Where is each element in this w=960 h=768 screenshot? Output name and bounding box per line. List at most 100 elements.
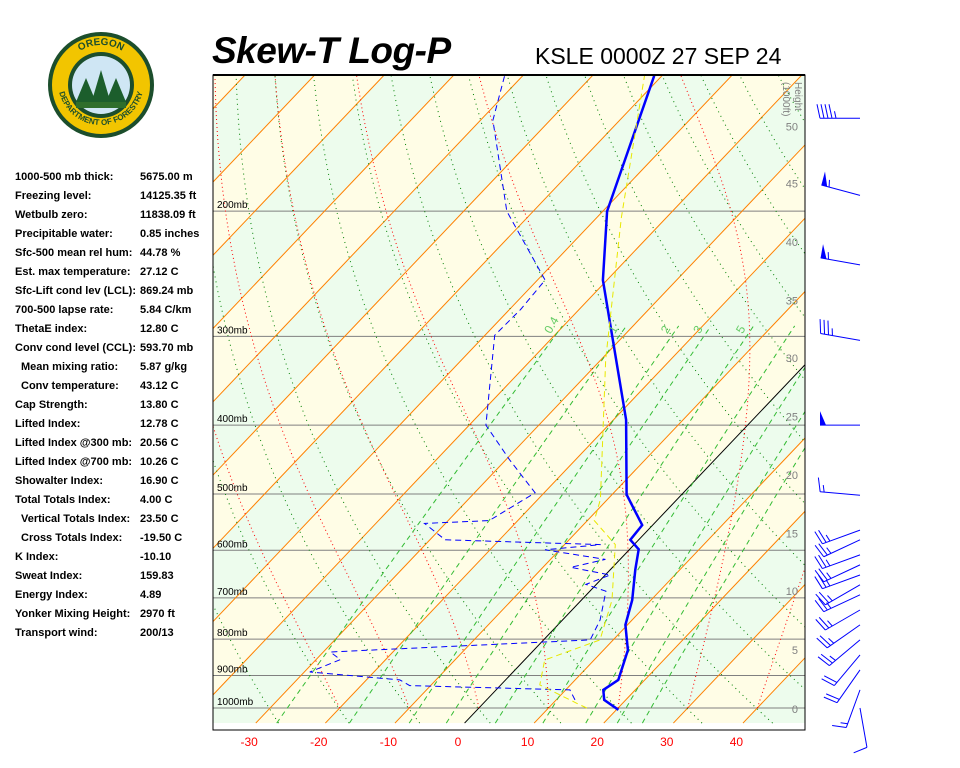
isotherm bbox=[213, 75, 525, 403]
isotherm bbox=[213, 75, 594, 476]
isotherm bbox=[882, 53, 960, 723]
stat-row: ThetaE index: 12.80 C bbox=[15, 320, 215, 339]
wind-barb-full bbox=[828, 104, 833, 119]
height-tick-label: 50 bbox=[786, 121, 798, 133]
wind-barb-full bbox=[827, 320, 829, 335]
wind-barb-staff bbox=[859, 707, 868, 748]
wind-barb-staff bbox=[822, 554, 861, 570]
stat-label: K Index: bbox=[15, 551, 59, 563]
stat-row: Sfc-Lift cond lev (LCL): 869.24 mb bbox=[15, 282, 215, 301]
stat-label: 700-500 lapse rate: bbox=[15, 304, 114, 316]
wind-barb-full bbox=[818, 554, 827, 568]
stat-label: Conv cond level (CCL): bbox=[15, 342, 137, 354]
stat-label: Lifted Index @300 mb: bbox=[15, 437, 133, 449]
stat-value: 5.84 C/km bbox=[140, 304, 192, 316]
dewpoint-line bbox=[309, 75, 612, 701]
stat-value: -10.10 bbox=[140, 551, 172, 563]
wind-barb-full bbox=[814, 556, 823, 569]
stat-row: Lifted Index @300 mb: 20.56 C bbox=[15, 434, 215, 453]
stat-row: Cross Totals Index: -19.50 C bbox=[15, 529, 215, 548]
isobar-label: 1000mb bbox=[217, 697, 254, 708]
wind-barb-full bbox=[817, 656, 830, 666]
stat-value: 869.24 mb bbox=[140, 285, 194, 297]
isotherm bbox=[213, 75, 316, 183]
stat-value: 23.50 C bbox=[140, 513, 179, 525]
wind-barb-half bbox=[825, 559, 831, 567]
isobar-label: 600mb bbox=[217, 539, 248, 550]
stat-label: ThetaE index: bbox=[15, 323, 88, 335]
isotherm bbox=[603, 510, 805, 724]
dry-adiabat bbox=[429, 75, 805, 690]
wind-barb bbox=[814, 574, 861, 590]
dry-adiabat bbox=[622, 75, 805, 381]
stat-row: Precipitable water: 0.85 inches bbox=[15, 225, 215, 244]
wind-barb-half bbox=[828, 638, 835, 644]
stat-row: K Index: -10.10 bbox=[15, 548, 215, 567]
wind-barb-half bbox=[822, 484, 825, 493]
wind-barb-staff bbox=[823, 564, 861, 583]
height-tick-label: 20 bbox=[786, 470, 798, 482]
isobar-label: 400mb bbox=[217, 414, 248, 425]
station-time-label: KSLE 0000Z 27 SEP 24 bbox=[535, 43, 782, 69]
wind-barb bbox=[814, 539, 861, 558]
dry-adiabat bbox=[274, 75, 562, 724]
stat-label: Precipitable water: bbox=[15, 228, 113, 240]
stat-row: Sfc-500 mean rel hum: 44.78 % bbox=[15, 244, 215, 263]
isotherm bbox=[213, 75, 385, 256]
isotherm-band bbox=[213, 75, 315, 183]
x-tick-label: -10 bbox=[380, 735, 398, 749]
stat-value: 5.87 g/kg bbox=[140, 361, 188, 373]
stat-row: Sweat Index: 159.83 bbox=[15, 567, 215, 586]
isotherm-band bbox=[0, 53, 196, 723]
stat-value: 10.26 C bbox=[140, 456, 179, 468]
wind-barb-staff bbox=[821, 184, 861, 196]
oregon-department-of-forestry-logo: OREGON DEPARTMENT OF FORESTRY bbox=[46, 30, 156, 145]
stat-value: 44.78 % bbox=[140, 247, 181, 259]
stat-row: Conv temperature: 43.12 C bbox=[15, 377, 215, 396]
stat-label: Sweat Index: bbox=[15, 570, 83, 582]
stat-row: Yonker Mixing Height: 2970 ft bbox=[15, 605, 215, 624]
stat-label: Yonker Mixing Height: bbox=[15, 608, 131, 620]
height-axis-units: (1000ft) bbox=[780, 82, 791, 116]
wind-barb-full bbox=[818, 574, 827, 588]
wind-barb-half bbox=[827, 595, 833, 602]
wind-barb-staff bbox=[829, 639, 861, 666]
wind-barb-half bbox=[825, 534, 831, 542]
wind-barb-full bbox=[817, 477, 821, 492]
stat-row: Transport wind: 200/13 bbox=[15, 624, 215, 643]
isotherm bbox=[325, 217, 805, 724]
wind-barb-half bbox=[829, 655, 836, 661]
height-axis-title: Height bbox=[792, 82, 803, 111]
wind-barb bbox=[816, 624, 861, 649]
stat-value: 27.12 C bbox=[140, 266, 179, 278]
isotherm bbox=[213, 75, 455, 330]
stat-value: 159.83 bbox=[140, 570, 174, 582]
stat-label: Showalter Index: bbox=[15, 475, 104, 487]
stat-value: 0.85 inches bbox=[140, 228, 200, 240]
wind-barb bbox=[816, 104, 860, 119]
wind-barb-pennant bbox=[820, 411, 826, 426]
wind-barb-staff bbox=[820, 257, 861, 266]
stat-row: Mean mixing ratio: 5.87 g/kg bbox=[15, 358, 215, 377]
isotherm bbox=[0, 53, 57, 723]
stat-label: Est. max temperature: bbox=[15, 266, 131, 278]
dry-adiabat bbox=[351, 75, 703, 724]
isobar-label: 700mb bbox=[217, 587, 248, 598]
wind-barb bbox=[820, 244, 861, 266]
isotherm bbox=[213, 75, 664, 550]
wind-barb-half bbox=[840, 722, 848, 725]
wind-barb-full bbox=[824, 104, 829, 119]
chart-title: Skew-T Log-P bbox=[212, 30, 451, 71]
stat-value: -19.50 C bbox=[140, 532, 183, 544]
isotherm bbox=[255, 144, 805, 724]
height-tick-label: 15 bbox=[786, 528, 798, 540]
wind-barb-full bbox=[814, 545, 825, 558]
mixing-ratio-line bbox=[542, 325, 796, 724]
wind-barb-full bbox=[818, 530, 827, 543]
height-tick-label: 35 bbox=[786, 295, 798, 307]
wind-barb-half bbox=[825, 579, 831, 587]
background-bands bbox=[0, 53, 805, 724]
wind-barb bbox=[815, 609, 861, 631]
stat-label: Freezing level: bbox=[15, 190, 92, 202]
